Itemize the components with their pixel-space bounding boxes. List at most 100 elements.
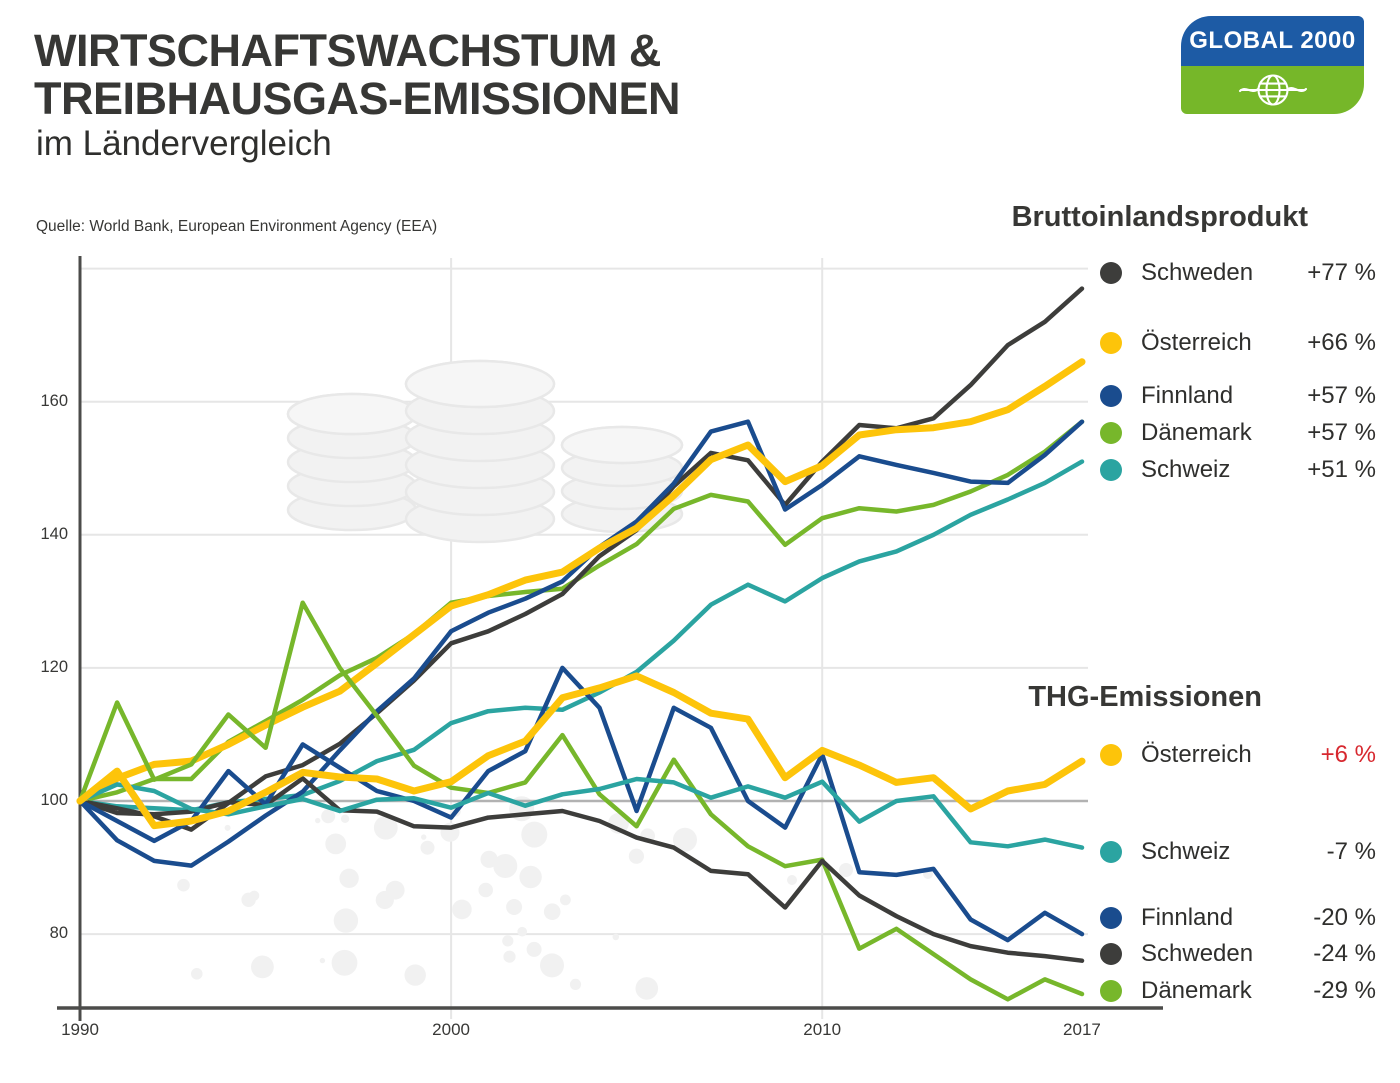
legend-dot-icon: [1100, 422, 1122, 444]
logo-globe-band: [1181, 66, 1364, 114]
legend-item-emissions-finnland: Finnland -20 %: [1100, 903, 1376, 933]
legend-item-gdp-daenemark: Dänemark +57 %: [1100, 418, 1376, 448]
bubble-watermark: [503, 950, 516, 963]
bubble-watermark: [506, 899, 523, 915]
page-subtitle: im Ländervergleich: [36, 124, 332, 163]
logo-wordmark-band: GLOBAL 2000: [1181, 16, 1364, 66]
x-tick-2017: 2017: [1063, 1020, 1101, 1039]
bubble-watermark: [452, 899, 472, 920]
legend-dot-icon: [1100, 907, 1122, 929]
legend-item-gdp-schweiz: Schweiz +51 %: [1100, 455, 1376, 485]
bubble-watermark: [543, 903, 561, 920]
bubble-watermark: [333, 908, 359, 933]
bubble-watermark: [569, 978, 582, 991]
legend-label: Österreich: [1141, 741, 1252, 768]
source-note: Quelle: World Bank, European Environment…: [36, 218, 438, 235]
bubble-watermark: [787, 875, 797, 885]
line-gdp-oesterreich: [76, 358, 1086, 805]
legend-item-emissions-daenemark: Dänemark -29 %: [1100, 976, 1376, 1006]
coin-stack-watermark: [286, 392, 418, 436]
x-tick-1990: 1990: [61, 1020, 99, 1039]
legend-item-gdp-finnland: Finnland +57 %: [1100, 381, 1376, 411]
legend-label: Finnland: [1141, 904, 1234, 931]
y-tick-100: 100: [40, 791, 68, 809]
bubble-watermark: [315, 817, 321, 824]
legend-item-gdp-schweden: Schweden +77 %: [1100, 258, 1376, 288]
legend-value: -7 %: [1326, 838, 1376, 865]
logo-wordmark: GLOBAL 2000: [1189, 27, 1356, 54]
legend-label: Dänemark: [1141, 419, 1252, 446]
bubble-watermark: [319, 957, 326, 964]
y-tick-160: 160: [40, 391, 68, 410]
legend-label: Finnland: [1141, 382, 1234, 409]
bubble-watermark: [540, 953, 564, 978]
legend-dot-icon: [1100, 744, 1122, 766]
legend-dot-icon: [1100, 332, 1122, 354]
legend-value: -29 %: [1313, 977, 1376, 1004]
bubble-watermark: [373, 815, 398, 840]
y-tick-80: 80: [49, 924, 68, 943]
bubble-watermark: [543, 963, 551, 970]
bubble-watermark: [325, 833, 347, 855]
bubble-watermark: [493, 854, 518, 878]
bubble-watermark: [521, 821, 548, 848]
legend-label: Schweden: [1141, 940, 1254, 967]
y-tick-120: 120: [40, 657, 68, 676]
bubble-watermark: [241, 892, 256, 907]
page-title-line-2: TREIBHAUSGAS-EMISSIONEN: [34, 73, 681, 124]
y-tick-140: 140: [40, 524, 68, 543]
bubble-watermark: [224, 824, 231, 831]
bubble-watermark: [385, 880, 405, 900]
legend-label: Dänemark: [1141, 977, 1252, 1004]
legend-value: -20 %: [1313, 904, 1376, 931]
page-title-line-1: WIRTSCHAFTSWACHSTUM &: [34, 25, 661, 76]
line-thg-daenemark: [77, 600, 1085, 1002]
legend-title-gdp: Bruttoinlandsprodukt: [1011, 201, 1308, 233]
bubble-watermark: [404, 964, 426, 986]
bubble-watermark: [340, 814, 350, 823]
bubble-watermark: [839, 863, 853, 877]
bubble-watermark: [421, 834, 427, 840]
legend-label: Österreich: [1141, 329, 1252, 356]
legend-item-gdp-oesterreich: Österreich +66 %: [1100, 328, 1376, 358]
legend-dot-icon: [1100, 262, 1122, 284]
bubble-watermark: [420, 840, 435, 855]
coin-stack-watermark: [404, 359, 556, 409]
x-tick-2010: 2010: [803, 1020, 842, 1039]
bubble-watermark: [517, 926, 527, 937]
bubble-watermark: [519, 865, 542, 889]
legend-value: +6 %: [1320, 741, 1376, 768]
legend-value: +66 %: [1307, 329, 1376, 356]
coin-stack-watermark: [560, 425, 684, 465]
bubble-watermark: [502, 935, 514, 947]
legend-dot-icon: [1100, 841, 1122, 863]
bubble-watermark: [177, 878, 190, 892]
line-thg-finnland: [77, 665, 1085, 943]
globe-icon: [1238, 74, 1307, 106]
bubble-watermark: [560, 894, 571, 906]
legend-label: Schweiz: [1141, 456, 1231, 483]
legend-value: +57 %: [1307, 419, 1376, 446]
bubble-watermark: [628, 848, 645, 864]
legend-label: Schweiz: [1141, 838, 1231, 865]
legend-title-emissions: THG-Emissionen: [1028, 681, 1262, 713]
bubble-watermark: [321, 809, 336, 824]
bubble-watermark: [673, 827, 697, 852]
bubble-watermark: [478, 882, 494, 898]
bubble-watermark: [612, 933, 620, 941]
legend-value: -24 %: [1313, 940, 1376, 967]
legend-label: Schweden: [1141, 259, 1254, 286]
line-thg-schweiz: [77, 776, 1085, 850]
bubble-watermark: [191, 968, 203, 980]
legend-item-emissions-schweden: Schweden -24 %: [1100, 939, 1376, 969]
bubble-watermark: [480, 850, 498, 868]
bubble-watermark: [331, 949, 358, 976]
legend-value: +77 %: [1307, 259, 1376, 286]
line-thg-oesterreich: [76, 672, 1086, 830]
legend-dot-icon: [1100, 385, 1122, 407]
legend-item-emissions-schweiz: Schweiz -7 %: [1100, 837, 1376, 867]
legend-dot-icon: [1100, 943, 1122, 965]
bubble-watermark: [635, 977, 659, 1000]
